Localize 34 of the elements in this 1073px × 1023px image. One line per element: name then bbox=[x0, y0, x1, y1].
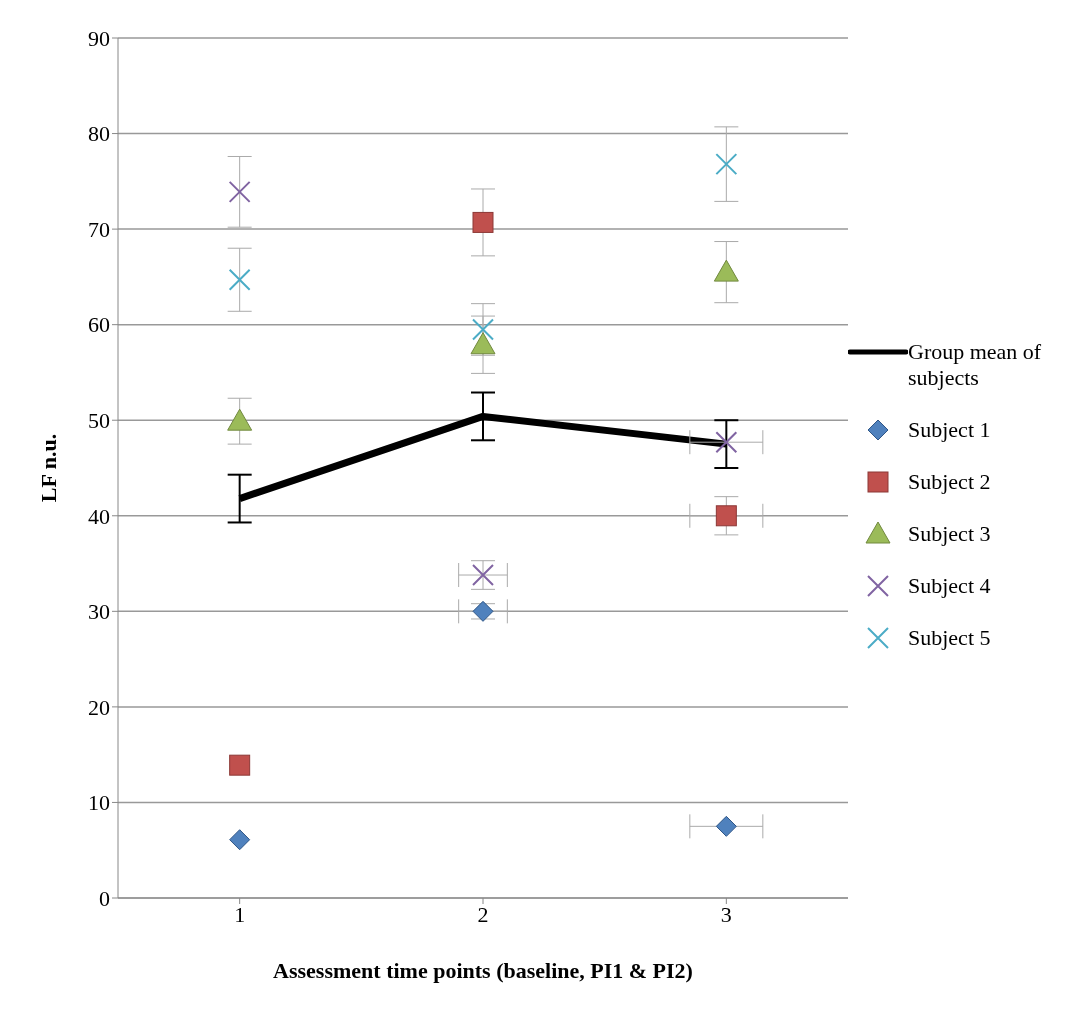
x-tick-label: 2 bbox=[477, 901, 489, 927]
point bbox=[229, 829, 251, 851]
y-tick-label: 0 bbox=[99, 885, 110, 911]
legend-label: Subject 4 bbox=[908, 573, 991, 599]
point bbox=[472, 211, 494, 233]
y-tick-label: 30 bbox=[88, 599, 110, 625]
x-tick-label: 3 bbox=[720, 901, 732, 927]
y-tick-label: 10 bbox=[88, 790, 110, 816]
legend-label: Subject 1 bbox=[908, 417, 991, 443]
legend-label: Subject 5 bbox=[908, 625, 991, 651]
y-tick-label: 50 bbox=[88, 408, 110, 434]
point bbox=[228, 268, 251, 291]
point bbox=[715, 505, 737, 527]
y-tick-label: 80 bbox=[88, 121, 110, 147]
y-tick-label: 20 bbox=[88, 694, 110, 720]
y-axis-title: LF n.u. bbox=[35, 433, 61, 503]
point bbox=[470, 332, 496, 355]
legend-label: Subject 3 bbox=[908, 521, 991, 547]
y-tick-label: 90 bbox=[88, 25, 110, 51]
x-tick-label: 1 bbox=[234, 901, 246, 927]
point bbox=[713, 259, 739, 282]
point bbox=[228, 180, 251, 203]
point bbox=[715, 153, 738, 176]
point bbox=[227, 408, 253, 431]
point bbox=[715, 815, 737, 837]
y-tick-label: 40 bbox=[88, 503, 110, 529]
point bbox=[472, 318, 494, 341]
y-tick-label: 70 bbox=[88, 216, 110, 242]
y-tick-label: 60 bbox=[88, 312, 110, 338]
legend-label: Subject 2 bbox=[908, 469, 991, 495]
x-axis-title: Assessment time points (baseline, PI1 & PI2) bbox=[273, 958, 693, 983]
point bbox=[229, 754, 251, 776]
point bbox=[715, 431, 738, 454]
legend-label: Group mean of subjects bbox=[908, 339, 1043, 391]
